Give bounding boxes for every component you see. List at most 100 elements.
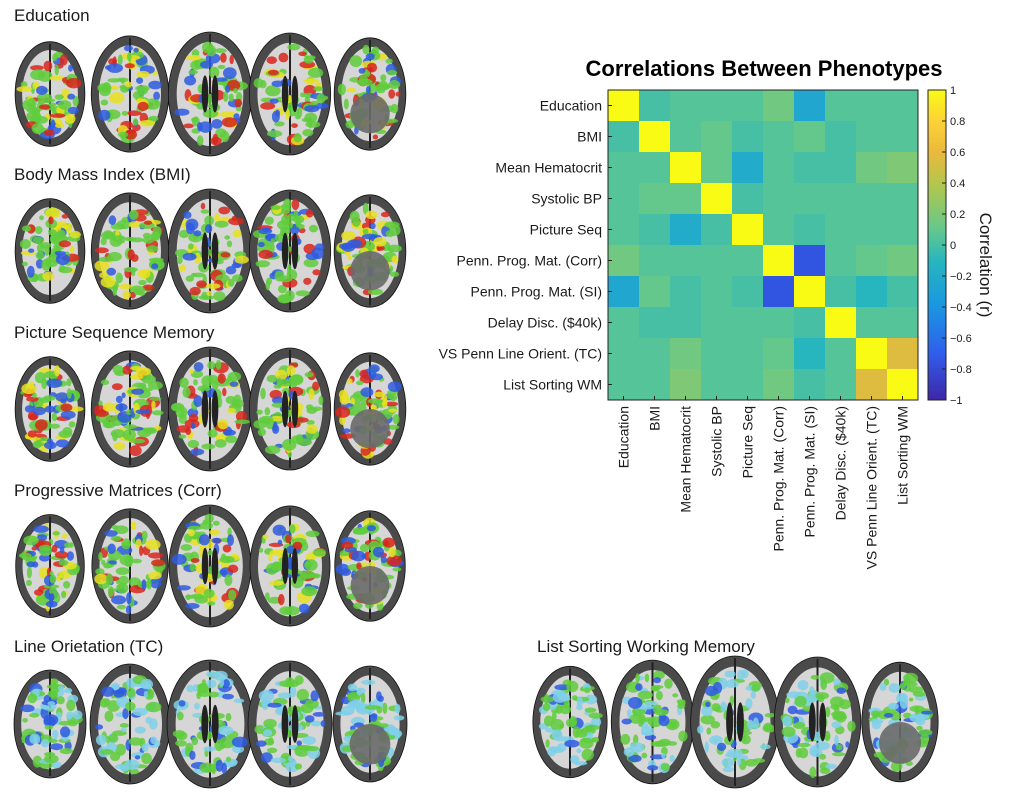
tract-blob [201, 443, 216, 450]
tract-blob [883, 713, 894, 718]
heatmap-cell [608, 307, 640, 339]
heatmap-cell [639, 276, 671, 308]
colorbar-tick-label: 0.6 [950, 147, 965, 159]
heatmap-cell [670, 369, 702, 401]
tract-blob [31, 123, 44, 134]
tract-blob [340, 568, 352, 576]
tract-blob [269, 549, 283, 556]
tract-blob [373, 237, 387, 247]
tract-blob [52, 729, 59, 740]
tract-blob [100, 99, 109, 106]
tract-blob [112, 284, 118, 292]
tract-blob [187, 525, 203, 531]
tract-blob [210, 136, 222, 146]
brain-slices-progressive-matrices [15, 504, 406, 628]
tract-blob [26, 265, 35, 278]
tract-blob [103, 230, 113, 238]
heatmap-cell [887, 369, 919, 401]
heatmap-cell [794, 214, 826, 246]
tract-blob [879, 682, 887, 691]
tract-blob [66, 378, 72, 387]
tract-blob [68, 64, 73, 72]
tract-blob [201, 679, 206, 685]
tract-blob [347, 255, 352, 260]
tract-blob [141, 579, 147, 591]
tract-blob [908, 697, 914, 702]
tract-blob [94, 260, 110, 272]
tract-blob [184, 75, 197, 86]
brain-slice [13, 669, 87, 779]
tract-blob [660, 763, 670, 771]
tract-blob [227, 527, 232, 537]
tract-blob [217, 419, 229, 430]
tract-blob [226, 408, 236, 414]
brain-slice [248, 189, 332, 313]
tract-blob [121, 541, 131, 550]
row-label: Penn. Prog. Mat. (SI) [471, 284, 603, 300]
tract-blob [661, 752, 666, 759]
tract-blob [339, 394, 350, 405]
tract-blob [312, 548, 326, 557]
tract-blob [111, 383, 123, 391]
tract-blob [30, 69, 46, 80]
tract-blob [115, 395, 123, 404]
tract-blob [362, 228, 369, 235]
row-label: Penn. Prog. Mat. (Corr) [457, 253, 603, 269]
tract-blob [672, 693, 679, 698]
brain-slices-education [14, 31, 407, 157]
brain-slice [249, 505, 331, 627]
tract-blob [64, 687, 73, 694]
tract-blob [180, 544, 193, 551]
tract-blob [556, 743, 567, 753]
tract-blob [346, 87, 357, 93]
tract-blob [200, 60, 213, 69]
tract-blob [224, 235, 231, 240]
tract-blob [20, 704, 35, 713]
ventricle [291, 390, 299, 428]
tract-blob [833, 678, 841, 686]
tract-blob [391, 255, 399, 264]
tract-blob [279, 203, 291, 215]
tract-blob [130, 438, 145, 444]
tract-blob [278, 275, 293, 283]
tract-blob [134, 726, 146, 734]
tract-blob [117, 131, 129, 138]
tract-blob [115, 764, 127, 770]
tract-blob [215, 359, 222, 370]
brain-slice [333, 194, 407, 308]
tract-blob [107, 586, 115, 598]
tract-blob [69, 246, 75, 253]
tract-blob [178, 434, 187, 439]
column-label: Mean Hematocrit [678, 406, 694, 513]
heatmap-cell [639, 152, 671, 184]
tract-blob [700, 714, 715, 725]
column-label: Penn. Prog. Mat. (SI) [802, 406, 818, 538]
tract-blob [724, 670, 736, 678]
tract-blob [820, 679, 827, 691]
tract-blob [186, 684, 195, 693]
tract-blob [260, 752, 273, 763]
tract-blob [50, 119, 56, 129]
tract-blob [208, 66, 220, 79]
tract-blob [128, 221, 141, 228]
tract-blob [111, 525, 119, 530]
tract-blob [717, 742, 727, 751]
tract-blob [335, 406, 351, 418]
tract-blob [658, 715, 670, 727]
tract-blob [22, 225, 31, 232]
tract-blob [147, 381, 163, 390]
tract-blob [44, 441, 57, 450]
tract-blob [35, 419, 48, 431]
tract-blob [190, 558, 200, 563]
heatmap-title: Correlations Between Phenotypes [586, 56, 943, 81]
tract-blob [133, 47, 139, 53]
tract-blob [226, 756, 231, 762]
tract-blob [346, 378, 353, 384]
heatmap-cell [763, 121, 795, 153]
tract-blob [233, 88, 238, 94]
tract-blob [132, 118, 139, 126]
tract-blob [305, 530, 320, 538]
heatmap-cell [608, 214, 640, 246]
tract-blob [193, 230, 202, 237]
tract-blob [120, 79, 125, 84]
